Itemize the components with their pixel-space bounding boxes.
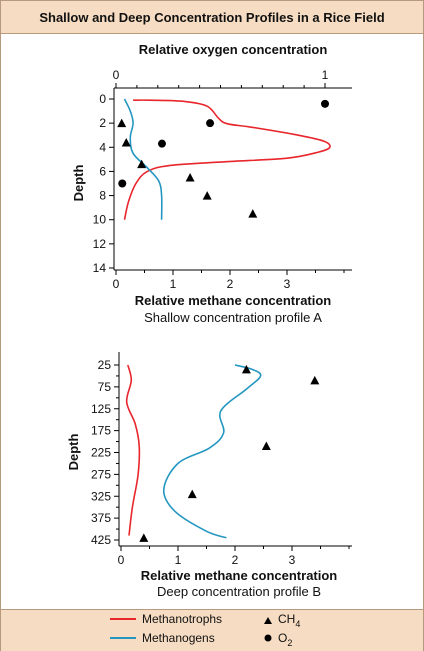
chart-a-x-tick-label: 1	[170, 277, 177, 291]
chart-b: 25 75 125 175 225 275 325 375 425 0 1 2 3	[91, 352, 352, 567]
chart-b-ch4-point	[139, 533, 149, 542]
legend-ch4-sub: 4	[295, 619, 300, 629]
chart-b-series-methanotrophs	[125, 364, 141, 536]
chart-b-ch4-point	[187, 489, 197, 499]
chart-a-y-tick-label: 6	[99, 164, 106, 178]
chart-a-x2-tick-label: 1	[322, 68, 329, 82]
chart-a-y-axis-title: Depth	[71, 165, 86, 202]
chart-b-ch4-point	[310, 375, 320, 385]
chart-b-x-tick-label: 3	[289, 553, 296, 567]
chart-a-y-tick-label: 8	[99, 189, 106, 203]
legend-o2-text: O	[278, 631, 287, 645]
chart-b-y-tick-label: 275	[91, 467, 111, 481]
legend-o2-label: O2	[278, 631, 292, 648]
chart-a-y-tick-label: 12	[93, 237, 107, 251]
legend-bar	[1, 609, 423, 651]
chart-a-x-axis-title: Relative methane concentration	[135, 293, 332, 308]
legend-ch4-text: CH	[278, 612, 295, 626]
chart-b-y-tick-label: 325	[91, 489, 111, 503]
chart-a-y-tick-label: 14	[93, 261, 107, 275]
legend-o2-sub: 2	[287, 638, 292, 648]
chart-a-series-methanogens	[123, 98, 163, 220]
chart-b-y-tick-label: 225	[91, 446, 111, 460]
chart-a-o2-point	[118, 179, 127, 188]
chart-a-x-tick-label: 0	[113, 277, 120, 291]
chart-a-ch4-point	[121, 137, 131, 147]
chart-a-y-tick-label: 0	[99, 92, 106, 106]
chart-b-y-tick-label: 375	[91, 511, 111, 525]
chart-b-y-tick-label: 425	[91, 533, 111, 547]
legend-ch4-label: CH4	[278, 612, 300, 629]
chart-a-y-tick-label: 2	[99, 116, 106, 130]
chart-a-ch4-point	[137, 159, 147, 169]
chart-b-x-axis-title: Relative methane concentration	[141, 568, 338, 583]
chart-b-caption: Deep concentration profile B	[157, 584, 321, 599]
chart-a-ch4-point	[185, 172, 195, 182]
legend-methanotrophs-label: Methanotrophs	[142, 612, 222, 626]
chart-b-ch4-point	[261, 441, 271, 450]
legend-o2-marker	[264, 634, 272, 642]
chart-b-y-tick-label: 25	[98, 358, 112, 372]
chart-b-x-tick-label: 0	[118, 553, 125, 567]
chart-b-y-tick-label: 125	[91, 402, 111, 416]
chart-a-x2-axis-title: Relative oxygen concentration	[139, 42, 328, 57]
chart-a-y-tick-label: 4	[99, 140, 106, 154]
chart-a-o2-point	[206, 119, 215, 128]
legend-ch4-marker	[264, 617, 272, 624]
chart-a-ch4-point	[202, 191, 212, 200]
legend: Methanotrophs Methanogens CH4 O2	[110, 612, 300, 648]
chart-a-o2-point	[157, 139, 166, 148]
chart-b-y-tick-label: 175	[91, 424, 111, 438]
chart-b-series-methanogens	[162, 364, 262, 539]
chart-b-y-axis-title: Depth	[66, 434, 81, 471]
chart-a-ch4-point	[248, 209, 258, 218]
chart-a-series-methanotrophs	[123, 99, 331, 220]
chart-a-x-tick-label: 2	[227, 277, 234, 291]
chart-a-x2-tick-label: 0	[113, 68, 120, 82]
chart-b-x-tick-label: 2	[232, 553, 239, 567]
chart-a-o2-point	[321, 99, 329, 108]
chart-a-caption: Shallow concentration profile A	[144, 310, 322, 325]
chart-b-y-tick-label: 75	[98, 380, 112, 394]
legend-methanogens-label: Methanogens	[142, 631, 215, 645]
chart-a-ch4-point	[117, 118, 127, 128]
chart-b-ch4-point	[241, 364, 251, 374]
figure-title: Shallow and Deep Concentration Profiles …	[1, 1, 423, 34]
chart-a-x-tick-label: 3	[284, 277, 291, 291]
chart-a-y-tick-label: 10	[93, 213, 107, 227]
chart-b-x-tick-label: 1	[175, 553, 182, 567]
